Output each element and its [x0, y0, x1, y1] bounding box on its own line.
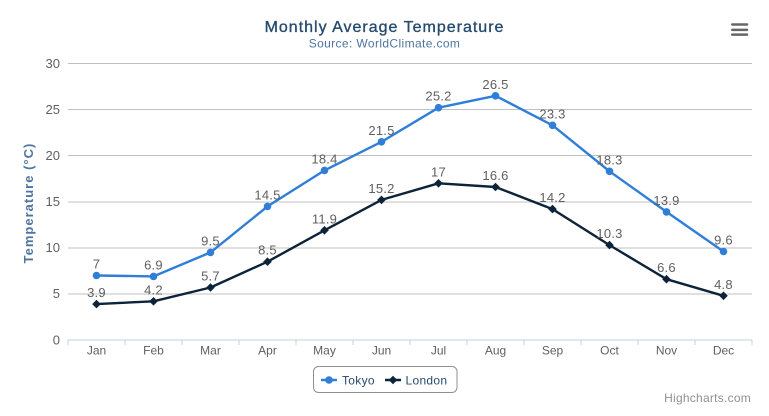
svg-text:Dec: Dec: [713, 344, 734, 358]
svg-text:Source: WorldClimate.com: Source: WorldClimate.com: [309, 37, 461, 51]
svg-text:Jun: Jun: [372, 344, 391, 358]
svg-text:14.5: 14.5: [254, 187, 280, 202]
svg-text:25.2: 25.2: [425, 89, 451, 104]
svg-text:20: 20: [46, 148, 60, 163]
svg-text:11.9: 11.9: [312, 211, 337, 226]
svg-text:Jan: Jan: [87, 344, 106, 358]
svg-text:3.9: 3.9: [87, 285, 106, 300]
svg-text:Highcharts.com: Highcharts.com: [664, 391, 751, 405]
svg-text:23.3: 23.3: [539, 106, 565, 121]
svg-text:25: 25: [46, 102, 60, 117]
svg-text:18.3: 18.3: [596, 152, 622, 167]
svg-text:Jul: Jul: [431, 344, 446, 358]
svg-text:8.5: 8.5: [258, 243, 277, 258]
svg-text:18.4: 18.4: [311, 151, 337, 166]
svg-text:4.8: 4.8: [714, 277, 733, 292]
svg-text:5.7: 5.7: [201, 269, 220, 284]
svg-text:13.9: 13.9: [653, 193, 679, 208]
svg-text:10: 10: [46, 240, 60, 255]
svg-text:9.5: 9.5: [201, 233, 220, 248]
svg-text:Feb: Feb: [143, 344, 164, 358]
svg-text:0: 0: [53, 332, 60, 347]
svg-text:7: 7: [93, 257, 100, 272]
svg-text:4.2: 4.2: [144, 282, 163, 297]
svg-text:May: May: [313, 344, 336, 358]
svg-text:Monthly Average Temperature: Monthly Average Temperature: [265, 19, 505, 36]
svg-text:9.6: 9.6: [714, 233, 733, 248]
svg-text:Tokyo: Tokyo: [342, 373, 375, 387]
svg-text:10.3: 10.3: [596, 226, 622, 241]
svg-text:16.6: 16.6: [482, 168, 508, 183]
svg-text:15.2: 15.2: [368, 181, 394, 196]
svg-text:17: 17: [431, 164, 446, 179]
svg-text:Mar: Mar: [200, 344, 221, 358]
svg-text:Temperature (°C): Temperature (°C): [21, 143, 36, 264]
svg-text:Sep: Sep: [542, 344, 564, 358]
svg-text:Apr: Apr: [258, 344, 277, 358]
svg-text:Nov: Nov: [656, 344, 677, 358]
svg-text:6.9: 6.9: [144, 257, 163, 272]
svg-text:Oct: Oct: [600, 344, 619, 358]
svg-text:Aug: Aug: [485, 344, 506, 358]
svg-text:21.5: 21.5: [368, 123, 394, 138]
svg-text:30: 30: [46, 56, 60, 71]
svg-text:14.2: 14.2: [539, 190, 565, 205]
svg-text:6.6: 6.6: [657, 260, 676, 275]
svg-text:London: London: [406, 373, 448, 387]
svg-text:5: 5: [53, 286, 60, 301]
svg-text:15: 15: [46, 194, 60, 209]
svg-text:26.5: 26.5: [482, 77, 508, 92]
